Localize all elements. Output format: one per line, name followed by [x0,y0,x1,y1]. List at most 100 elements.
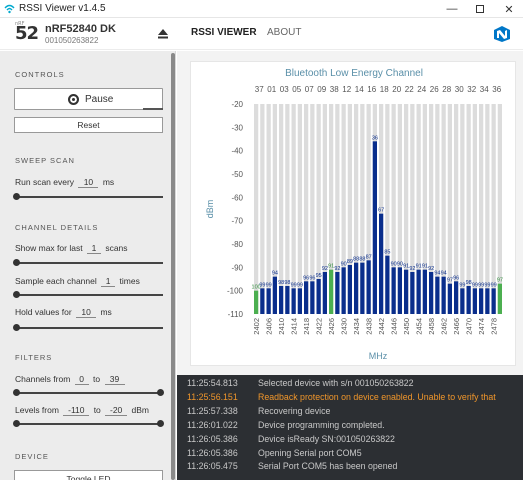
background-bar [429,104,434,314]
x-tick-label: 2454 [415,318,424,335]
bar-value-label: 100 [252,285,261,291]
sweep-scan-slider-thumb[interactable] [13,193,20,200]
y-tick-label: -100 [227,287,244,296]
channels-to-word: to [93,374,101,384]
eject-icon[interactable] [157,28,169,40]
channels-to-input[interactable]: 39 [104,374,125,385]
show-max-slider-thumb[interactable] [13,259,20,266]
filters-heading: FILTERS [15,353,53,362]
data-channel-bar [466,286,471,314]
log-time: 11:26:05.386 [187,433,238,444]
sample-input[interactable]: 1 [101,276,116,287]
title-bar: RSSI Viewer v1.4.5 — ✕ [0,0,523,18]
x-tick-label: 2466 [452,318,461,335]
pause-label: Pause [85,94,114,105]
rssi-chart-card: Bluetooth Low Energy Channel 37 01 03 05 07 09… [190,61,516,366]
close-button[interactable]: ✕ [495,0,523,18]
hold-unit: ms [100,307,112,317]
channel-label: 01 [267,85,276,94]
channel-label: 30 [455,85,464,94]
sample-label: Sample each channel [15,276,97,286]
toggle-led-button[interactable]: Toggle LED [14,470,163,480]
levels-range-max-thumb[interactable] [157,420,164,427]
channels-range-min-thumb[interactable] [13,389,20,396]
sweep-scan-slider[interactable] [13,193,163,200]
channel-label: 03 [280,85,289,94]
levels-from-input[interactable]: -110 [63,405,90,416]
log-panel[interactable]: 11:25:54.813 Selected device with s/n 001… [177,375,523,480]
data-channel-bar [347,265,352,314]
minimize-button[interactable]: — [438,0,466,18]
background-bar [385,104,390,314]
bar-value-label: 36 [372,135,378,141]
channel-label: 12 [342,85,351,94]
bar-value-label: 99 [259,282,265,288]
background-bar [354,104,359,314]
data-channel-bar [354,262,359,314]
data-channel-bar [429,272,434,314]
background-bar [322,104,327,314]
log-time: 11:26:01.022 [187,419,238,430]
hold-slider[interactable] [13,324,163,331]
hold-slider-thumb[interactable] [13,324,20,331]
show-max-slider[interactable] [13,259,163,266]
y-tick-label: -60 [231,193,243,202]
levels-range-min-thumb[interactable] [13,420,20,427]
data-channel-bar [422,269,427,314]
tab-about[interactable]: ABOUT [267,27,302,38]
y-tick-label: -90 [231,263,243,272]
data-channel-bar [472,288,477,314]
device-serial[interactable]: 001050263822 [45,36,99,45]
channels-from-input[interactable]: 0 [74,374,89,385]
bar-value-label: 98 [278,280,284,286]
maximize-icon [476,5,484,13]
channels-range-slider[interactable] [13,389,164,396]
sweep-scan-label: Run scan every [15,177,75,187]
reset-button[interactable]: Reset [14,117,163,133]
bar-value-label: 94 [434,271,440,277]
background-bar [304,104,309,314]
pause-button[interactable]: Pause [14,88,163,110]
data-channel-bar [485,288,490,314]
hold-row: Hold values for 10 ms [15,307,112,318]
tab-rssi-viewer[interactable]: RSSI VIEWER [191,27,257,38]
channel-details-heading: CHANNEL DETAILS [15,223,99,232]
data-channel-bar [272,276,277,314]
sample-slider-thumb[interactable] [13,291,20,298]
channels-filter-row: Channels from 0 to 39 [15,374,127,385]
background-bar [316,104,321,314]
channel-label: 37 [255,85,264,94]
bar-value-label: 99 [266,282,272,288]
channels-range-max-thumb[interactable] [157,389,164,396]
background-bar [329,104,334,314]
levels-to-input[interactable]: -20 [105,405,128,416]
background-bar [472,104,477,314]
sample-row: Sample each channel 1 times [15,276,140,287]
bar-value-label: 89 [347,259,353,265]
x-tick-label: 2450 [402,318,411,335]
bar-value-label: 67 [378,208,384,214]
sweep-scan-input[interactable]: 10 [78,177,99,188]
y-tick-label: -110 [228,310,244,319]
background-bar [497,104,502,314]
data-channel-bar [447,283,452,314]
x-tick-label: 2422 [315,318,324,335]
app-header: nRF 52 nRF52840 DK 001050263822 RSSI VIE… [0,18,523,50]
hold-input[interactable]: 10 [76,307,97,318]
bar-value-label: 99 [478,282,484,288]
bar-value-label: 97 [497,278,503,284]
chart-title: Bluetooth Low Energy Channel [285,68,423,79]
channel-label: 38 [330,85,339,94]
show-max-input[interactable]: 1 [86,243,101,254]
sidebar-scrollbar[interactable] [171,53,175,480]
data-channel-bar [416,269,421,314]
device-name[interactable]: nRF52840 DK [45,23,116,35]
sweep-scan-heading: SWEEP SCAN [15,156,75,165]
log-message: Readback protection on device enabled. U… [258,391,496,402]
data-channel-bar [460,288,465,314]
background-bar [391,104,396,314]
maximize-button[interactable] [466,0,494,18]
background-bar [279,104,284,314]
levels-range-slider[interactable] [13,420,164,427]
sample-slider[interactable] [13,291,163,298]
